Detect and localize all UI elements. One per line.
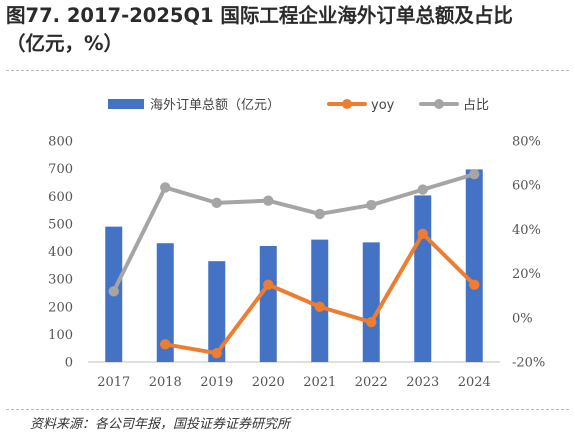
right-axis-tick-label: 40%: [512, 223, 541, 238]
right-axis-tick-label: 20%: [512, 267, 541, 282]
bar: [311, 239, 329, 362]
series-point: [469, 279, 480, 290]
left-axis-tick-label: 600: [48, 190, 73, 205]
x-axis-tick-label: 2024: [458, 375, 491, 390]
series-point: [160, 339, 171, 350]
x-axis: 2017 2018 2019 2020 2021 2022 2023 2024: [88, 361, 500, 390]
legend-swatch-marker: [342, 99, 352, 109]
bar: [208, 261, 226, 362]
x-axis-tick-label: 2023: [406, 375, 439, 390]
x-axis-tick-label: 2019: [200, 375, 233, 390]
series-point: [314, 208, 325, 220]
left-axis-tick-label: 400: [48, 245, 73, 260]
left-axis: 0 100 200 300 400 500 600 700 800: [48, 135, 73, 371]
right-axis-tick-label: 80%: [512, 135, 541, 150]
left-axis-tick-label: 100: [48, 328, 73, 343]
bar: [156, 243, 174, 362]
bar: [414, 195, 432, 362]
line-series: [108, 168, 480, 359]
left-axis-tick-label: 500: [48, 217, 73, 232]
bar: [362, 242, 380, 362]
left-axis-tick-label: 0: [65, 356, 73, 371]
x-axis-tick-label: 2018: [149, 375, 182, 390]
series-point: [417, 228, 428, 240]
right-axis-tick-label: -20%: [512, 356, 545, 371]
left-axis-tick-label: 800: [48, 135, 73, 150]
legend-swatch-marker: [434, 99, 444, 109]
bar: [259, 245, 277, 362]
right-axis-tick-label: 0%: [512, 311, 533, 326]
legend-label: 占比: [463, 98, 489, 113]
legend-label: 海外订单总额（亿元）: [150, 98, 280, 113]
series-point: [160, 182, 171, 193]
x-axis-tick-label: 2017: [97, 375, 130, 390]
series-point: [366, 317, 377, 328]
left-axis-tick-label: 300: [48, 273, 73, 288]
series-point: [211, 347, 222, 359]
left-axis-tick-label: 200: [48, 300, 73, 315]
legend-label: yoy: [371, 98, 395, 113]
x-axis-tick-label: 2021: [303, 375, 336, 390]
title-line-1: 图77. 2017-2025Q1 国际工程企业海外订单总额及占比: [6, 4, 513, 27]
right-axis: -20% 0% 20% 40% 60% 80%: [512, 135, 545, 371]
series-point: [108, 286, 119, 297]
series-point: [263, 195, 274, 206]
series-point: [263, 279, 274, 290]
legend-swatch-bar: [108, 99, 144, 109]
series-point: [366, 199, 377, 211]
x-axis-tick-label: 2022: [355, 375, 388, 390]
x-axis-tick-label: 2020: [252, 375, 285, 390]
bottom-divider: [6, 409, 569, 410]
series-line: [111, 172, 477, 294]
series-point: [469, 168, 480, 180]
title-line-2: （亿元，%）: [6, 32, 124, 55]
right-axis-tick-label: 60%: [512, 179, 541, 194]
series-point: [211, 197, 222, 209]
series-point: [417, 184, 428, 195]
top-divider: [6, 70, 569, 71]
source-note: 资料来源：各公司年报，国投证券证券研究所: [30, 417, 291, 432]
legend: 海外订单总额（亿元） yoy 占比: [108, 98, 489, 113]
chart-title: 图77. 2017-2025Q1 国际工程企业海外订单总额及占比 （亿元，%）: [6, 2, 566, 58]
series-point: [314, 301, 325, 312]
left-axis-tick-label: 700: [48, 162, 73, 177]
bar: [465, 169, 483, 362]
